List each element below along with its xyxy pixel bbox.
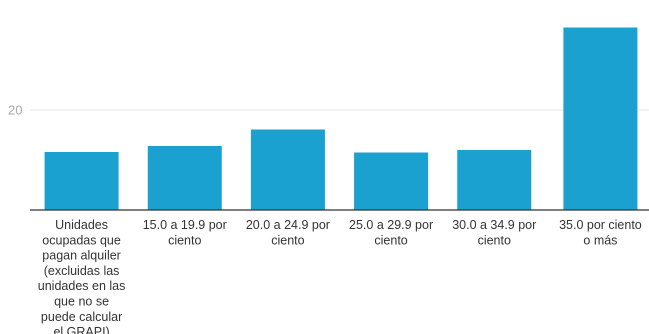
x-tick-label: 25.0 a 29.9 por ciento [349,218,433,247]
x-tick-label: Unidades ocupadas que pagan alquiler (exclu… [38,218,126,334]
x-tick-label: 30.0 a 34.9 por ciento [452,218,536,247]
bar [44,152,119,210]
x-tick-label: 20.0 a 24.9 por ciento [246,218,330,247]
bar [250,129,325,210]
bar [563,27,638,210]
bar [147,146,222,210]
x-axis-tick-labels: Unidades ocupadas que pagan alquiler (exclu… [38,218,642,334]
y-tick-label: 20 [8,103,22,118]
x-tick-label: 35.0 por ciento o más [559,218,642,247]
y-axis-ticks: 20 [8,103,22,118]
bar [354,152,429,210]
bars [44,27,638,210]
x-tick-label: 15.0 a 19.9 por ciento [143,218,227,247]
bar [457,150,532,210]
